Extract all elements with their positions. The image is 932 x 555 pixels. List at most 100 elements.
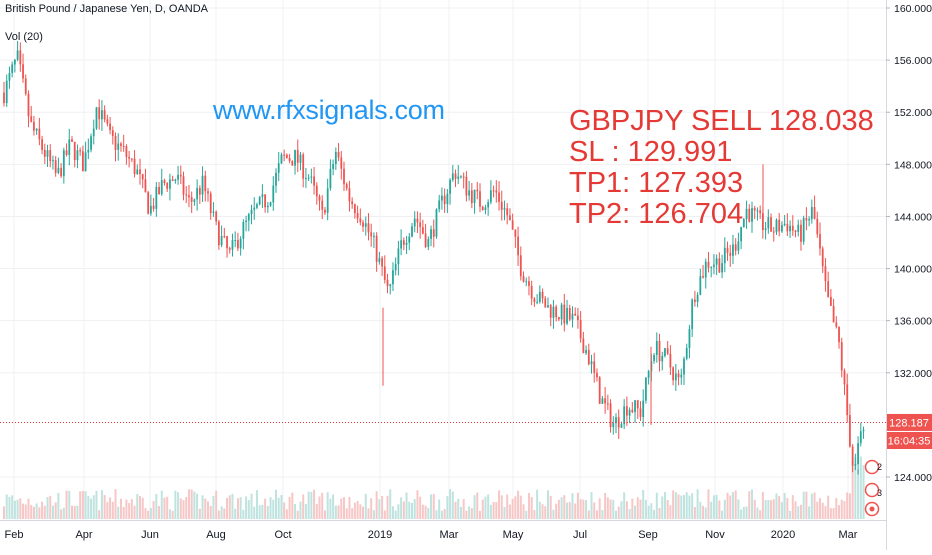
signal-entry: GBPJPY SELL 128.038: [569, 105, 874, 137]
volume-bar: [277, 497, 280, 519]
candle-body: [239, 238, 242, 249]
candle-body: [772, 231, 775, 233]
candle-body: [19, 50, 22, 65]
volume-bar: [8, 497, 11, 519]
candle-body: [669, 353, 672, 368]
price-axis[interactable]: 160.000 156.000 152.000 148.000 144.000 140.0…: [886, 3, 932, 484]
volume-bar: [226, 497, 229, 519]
candle-body: [22, 64, 24, 79]
candle-body: [604, 398, 607, 404]
candle-body: [182, 176, 185, 195]
volume-bar: [451, 491, 454, 519]
candle-body: [285, 154, 288, 158]
volume-bar: [696, 489, 699, 519]
x-tick-label: Mar: [839, 529, 858, 541]
candle-body: [315, 185, 318, 197]
candle-body: [590, 361, 593, 365]
candle-body: [106, 119, 109, 124]
candle-body: [419, 222, 422, 228]
volume-bar: [381, 495, 384, 519]
candle-body: [786, 223, 789, 232]
candle-body: [655, 340, 658, 356]
volume-bar: [780, 502, 783, 519]
side-marker-2[interactable]: 2: [864, 459, 883, 475]
time-axis[interactable]: Feb Apr Jun Aug Oct 2019 Mar May Jul Sep Nov 2020 Ma…: [5, 529, 858, 541]
volume-bar: [43, 505, 46, 519]
candle-body: [441, 195, 443, 201]
side-marker-flag[interactable]: [864, 501, 880, 517]
volume-bar: [663, 492, 666, 519]
candle-body: [623, 406, 626, 425]
volume-bar: [340, 498, 343, 519]
volume-bar: [370, 498, 373, 519]
candle-body: [500, 201, 503, 210]
candle-body: [120, 143, 122, 146]
volume-bar: [459, 506, 462, 519]
candle-body: [71, 139, 73, 142]
volume-bar: [783, 492, 786, 519]
candle-body: [451, 173, 454, 180]
volume-bar: [212, 495, 215, 519]
volume-bar: [234, 508, 237, 519]
volume-bar: [489, 504, 492, 519]
volume-bar: [772, 499, 775, 519]
candle-body: [49, 150, 52, 162]
candle-body: [601, 398, 604, 404]
candle-body: [664, 348, 666, 357]
signal-take-profit-2: TP2: 126.704: [569, 198, 744, 230]
candle-body: [800, 224, 802, 242]
candle-body: [745, 208, 748, 220]
candle-body: [742, 219, 745, 228]
volume-bar: [566, 502, 569, 519]
candle-body: [547, 305, 549, 308]
volume-bar: [481, 499, 484, 519]
candle-body: [68, 139, 71, 155]
candle-body: [305, 178, 307, 180]
volume-bar: [555, 503, 558, 519]
volume-bar: [362, 506, 365, 519]
candle-body: [364, 223, 367, 227]
volume-indicator-label[interactable]: Vol (20): [5, 31, 43, 43]
volume-bar: [326, 492, 329, 519]
volume-bar: [457, 498, 460, 519]
volume-bar: [753, 499, 756, 519]
candle-body: [468, 190, 471, 196]
volume-bar: [479, 510, 481, 519]
volume-bar: [702, 505, 705, 519]
volume-bar: [367, 508, 370, 519]
candle-body: [473, 189, 476, 204]
candle-body: [794, 230, 797, 232]
volume-bar: [79, 491, 82, 519]
volume-bar: [443, 509, 446, 519]
volume-bar: [625, 501, 628, 519]
side-marker-3[interactable]: 3: [864, 482, 883, 499]
volume-bar: [661, 496, 664, 519]
volume-bar: [680, 495, 683, 519]
volume-bar: [775, 493, 778, 519]
candle-body: [343, 168, 345, 185]
y-tick-label: 124.000: [894, 472, 932, 484]
y-tick-label: 140.000: [894, 264, 932, 276]
volume-bar: [552, 509, 555, 519]
volume-bar: [402, 501, 405, 519]
candle-body: [596, 372, 598, 378]
volume-bar: [411, 502, 413, 519]
candle-body: [136, 169, 139, 175]
symbol-title[interactable]: British Pound / Japanese Yen, D, OANDA: [5, 3, 209, 15]
candle-body: [808, 219, 811, 221]
candle-body: [217, 221, 220, 246]
volume-bar: [217, 510, 220, 519]
volume-bar: [60, 509, 63, 519]
volume-bar: [742, 506, 745, 519]
volume-bar: [258, 505, 261, 519]
volume-bar: [343, 497, 345, 519]
candle-body: [732, 244, 734, 256]
volume-bar: [612, 499, 615, 519]
volume-bar: [106, 502, 109, 519]
volume-bar: [177, 492, 180, 519]
candle-body: [296, 150, 299, 163]
candle-body: [761, 213, 764, 231]
candle-body: [256, 204, 258, 208]
